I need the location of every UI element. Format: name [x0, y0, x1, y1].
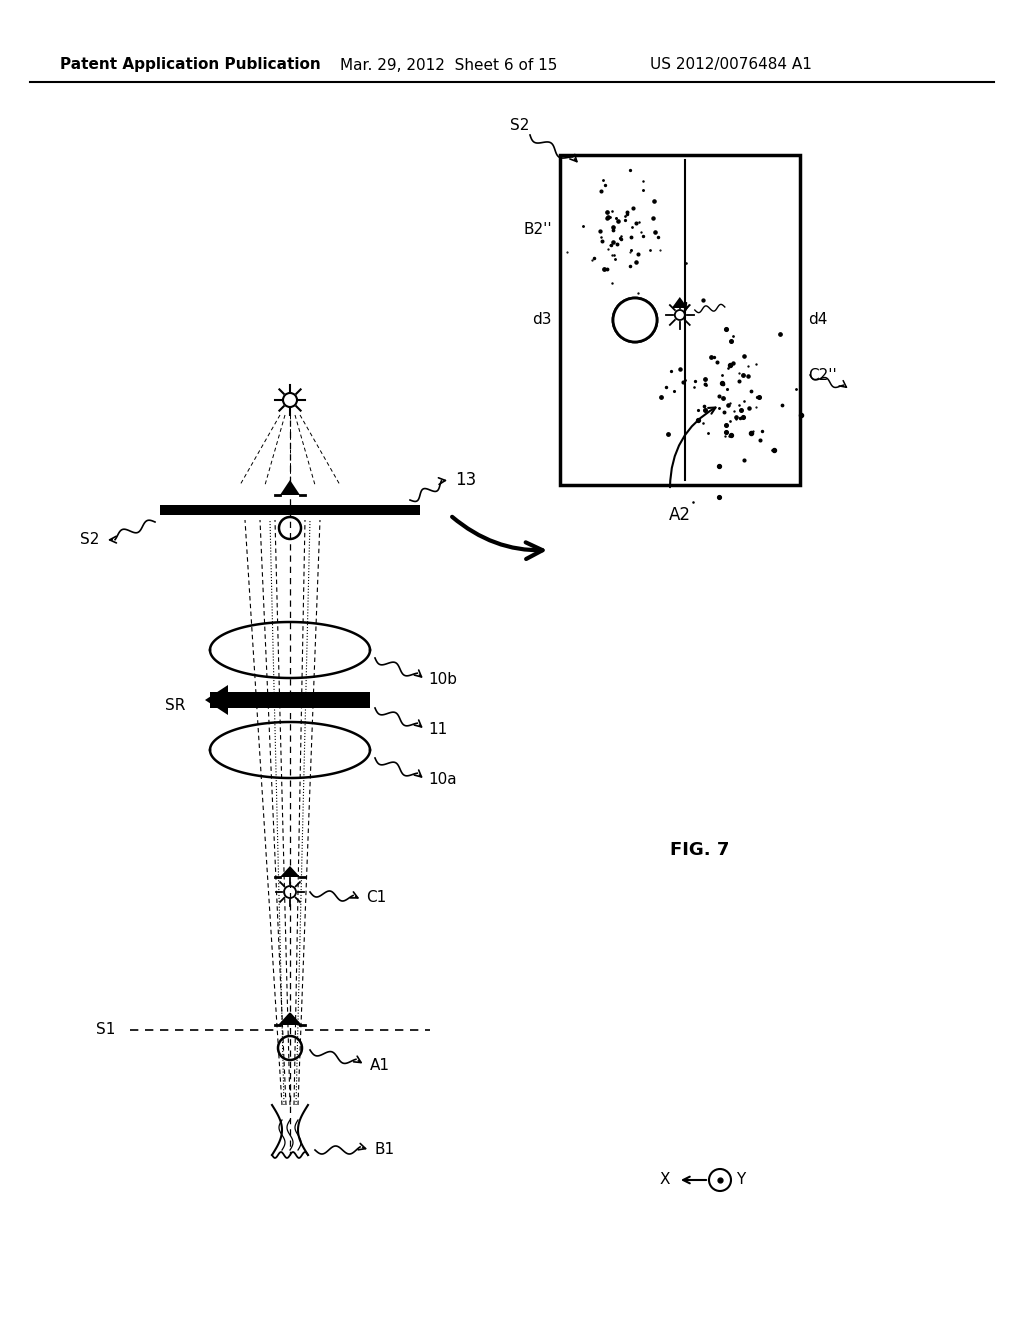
- Polygon shape: [280, 1014, 300, 1026]
- Text: d4: d4: [808, 313, 827, 327]
- Text: 11: 11: [428, 722, 447, 738]
- Text: SR: SR: [165, 697, 185, 713]
- Text: 10b: 10b: [428, 672, 457, 688]
- Polygon shape: [280, 480, 300, 495]
- Text: A1: A1: [370, 1057, 390, 1072]
- Text: C1: C1: [366, 891, 386, 906]
- Polygon shape: [160, 506, 420, 515]
- Polygon shape: [210, 692, 370, 708]
- Polygon shape: [205, 685, 228, 715]
- Bar: [560, 154, 800, 484]
- Text: S1: S1: [95, 1023, 115, 1038]
- Text: FIG. 7: FIG. 7: [670, 841, 729, 859]
- Text: US 2012/0076484 A1: US 2012/0076484 A1: [650, 58, 812, 73]
- Text: A2: A2: [669, 506, 691, 524]
- Text: 13: 13: [455, 471, 476, 488]
- Text: Patent Application Publication: Patent Application Publication: [60, 58, 321, 73]
- Text: S2: S2: [80, 532, 99, 548]
- Text: B1: B1: [375, 1143, 395, 1158]
- Text: d3: d3: [532, 313, 552, 327]
- Text: X: X: [659, 1172, 671, 1188]
- Text: Mar. 29, 2012  Sheet 6 of 15: Mar. 29, 2012 Sheet 6 of 15: [340, 58, 557, 73]
- Text: Y: Y: [736, 1172, 745, 1188]
- Text: 10a: 10a: [428, 772, 457, 788]
- Text: S2: S2: [510, 117, 529, 132]
- Circle shape: [613, 298, 657, 342]
- Polygon shape: [280, 866, 300, 876]
- Text: B2'': B2'': [523, 223, 552, 238]
- Text: C2'': C2'': [808, 367, 837, 383]
- Polygon shape: [672, 297, 688, 308]
